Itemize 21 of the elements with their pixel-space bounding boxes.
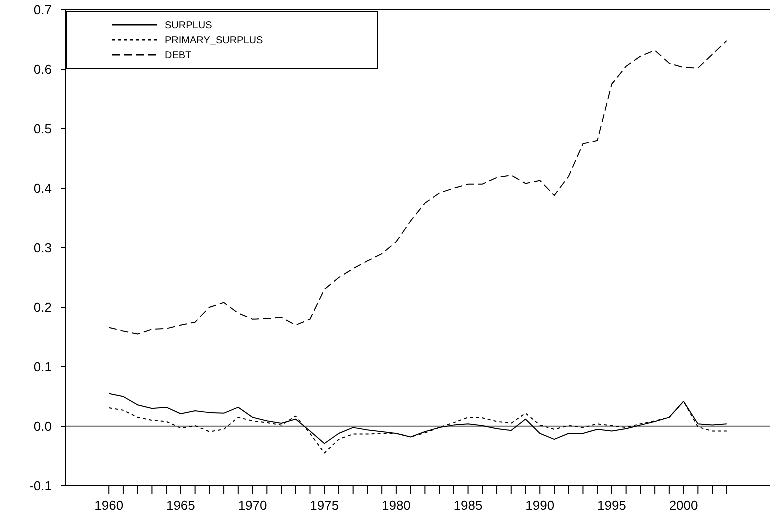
x-tick-label: 1965 <box>166 498 196 513</box>
x-tick-label: 1970 <box>238 498 268 513</box>
x-tick-label: 1980 <box>382 498 411 513</box>
x-tick-label: 2000 <box>669 498 698 513</box>
y-tick-label: 0.1 <box>34 360 52 375</box>
y-tick-label: 0.2 <box>34 300 52 316</box>
y-tick-label: 0.0 <box>34 419 52 434</box>
legend-label: DEBT <box>165 50 192 62</box>
x-tick-label: 1990 <box>526 498 555 513</box>
y-tick-label: 0.5 <box>34 122 52 137</box>
x-tick-label: 1975 <box>310 498 340 513</box>
x-tick-label: 1995 <box>598 498 626 513</box>
legend-label: SURPLUS <box>165 20 213 32</box>
y-tick-label: -0.1 <box>30 478 52 494</box>
y-tick-label: 0.6 <box>34 62 52 78</box>
y-tick-label: 0.4 <box>34 181 52 196</box>
y-tick-label: 0.7 <box>34 2 52 18</box>
y-tick-label: 0.3 <box>34 240 52 256</box>
x-tick-label: 1960 <box>94 498 124 513</box>
legend-label: PRIMARY_SURPLUS <box>165 36 264 46</box>
x-tick-label: 1985 <box>454 498 483 513</box>
